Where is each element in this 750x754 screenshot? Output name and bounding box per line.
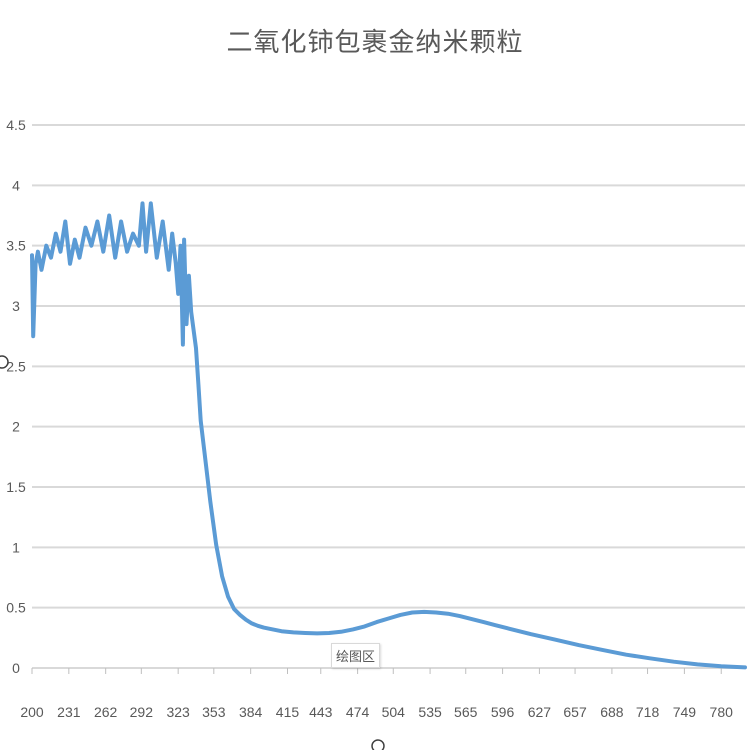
x-tick-label: 323 — [166, 704, 190, 720]
x-tick-label: 384 — [239, 704, 263, 720]
x-tick-label: 780 — [710, 704, 734, 720]
x-tick-label: 718 — [636, 704, 660, 720]
x-tick-label: 504 — [382, 704, 406, 720]
resize-handle-bottom[interactable] — [371, 739, 385, 753]
x-tick-label: 535 — [418, 704, 442, 720]
y-tick-label: 1 — [12, 539, 20, 555]
chart-title: 二氧化铈包裹金纳米颗粒 — [226, 28, 524, 58]
y-tick-label: 4.5 — [6, 117, 26, 133]
x-tick-label: 200 — [20, 704, 44, 720]
y-tick-label: 1.5 — [6, 479, 26, 495]
x-tick-label: 657 — [563, 704, 587, 720]
y-tick-label: 0.5 — [6, 600, 26, 616]
y-tick-label: 4 — [12, 177, 20, 193]
x-tick-label: 596 — [491, 704, 515, 720]
x-axis-ticks: 200 231 262 292 323 353 384 415 443 474 504 535 565 5… — [20, 668, 733, 720]
y-tick-label: 0 — [12, 660, 20, 676]
x-tick-label: 474 — [346, 704, 370, 720]
x-tick-label: 231 — [57, 704, 81, 720]
series-layer[interactable] — [30, 201, 747, 670]
y-tick-label: 3 — [12, 298, 20, 314]
x-tick-label: 415 — [276, 704, 300, 720]
x-tick-label: 627 — [528, 704, 552, 720]
x-tick-label: 688 — [600, 704, 624, 720]
x-tick-label: 262 — [94, 704, 118, 720]
x-tick-label: 292 — [130, 704, 154, 720]
resize-handle-left[interactable] — [0, 355, 9, 369]
x-tick-label: 565 — [454, 704, 478, 720]
y-tick-label: 2.5 — [6, 358, 26, 374]
x-tick-label: 353 — [202, 704, 226, 720]
y-axis-ticks: 0 0.5 1 1.5 2 2.5 3 3.5 4 4.5 — [6, 117, 26, 676]
y-tick-label: 3.5 — [6, 238, 26, 254]
y-tick-label: 2 — [12, 419, 20, 435]
gridlines — [32, 124, 745, 669]
series-line — [30, 201, 747, 670]
plot-area-tooltip: 绘图区 — [331, 643, 381, 668]
x-tick-label: 443 — [309, 704, 333, 720]
x-tick-label: 749 — [673, 704, 697, 720]
